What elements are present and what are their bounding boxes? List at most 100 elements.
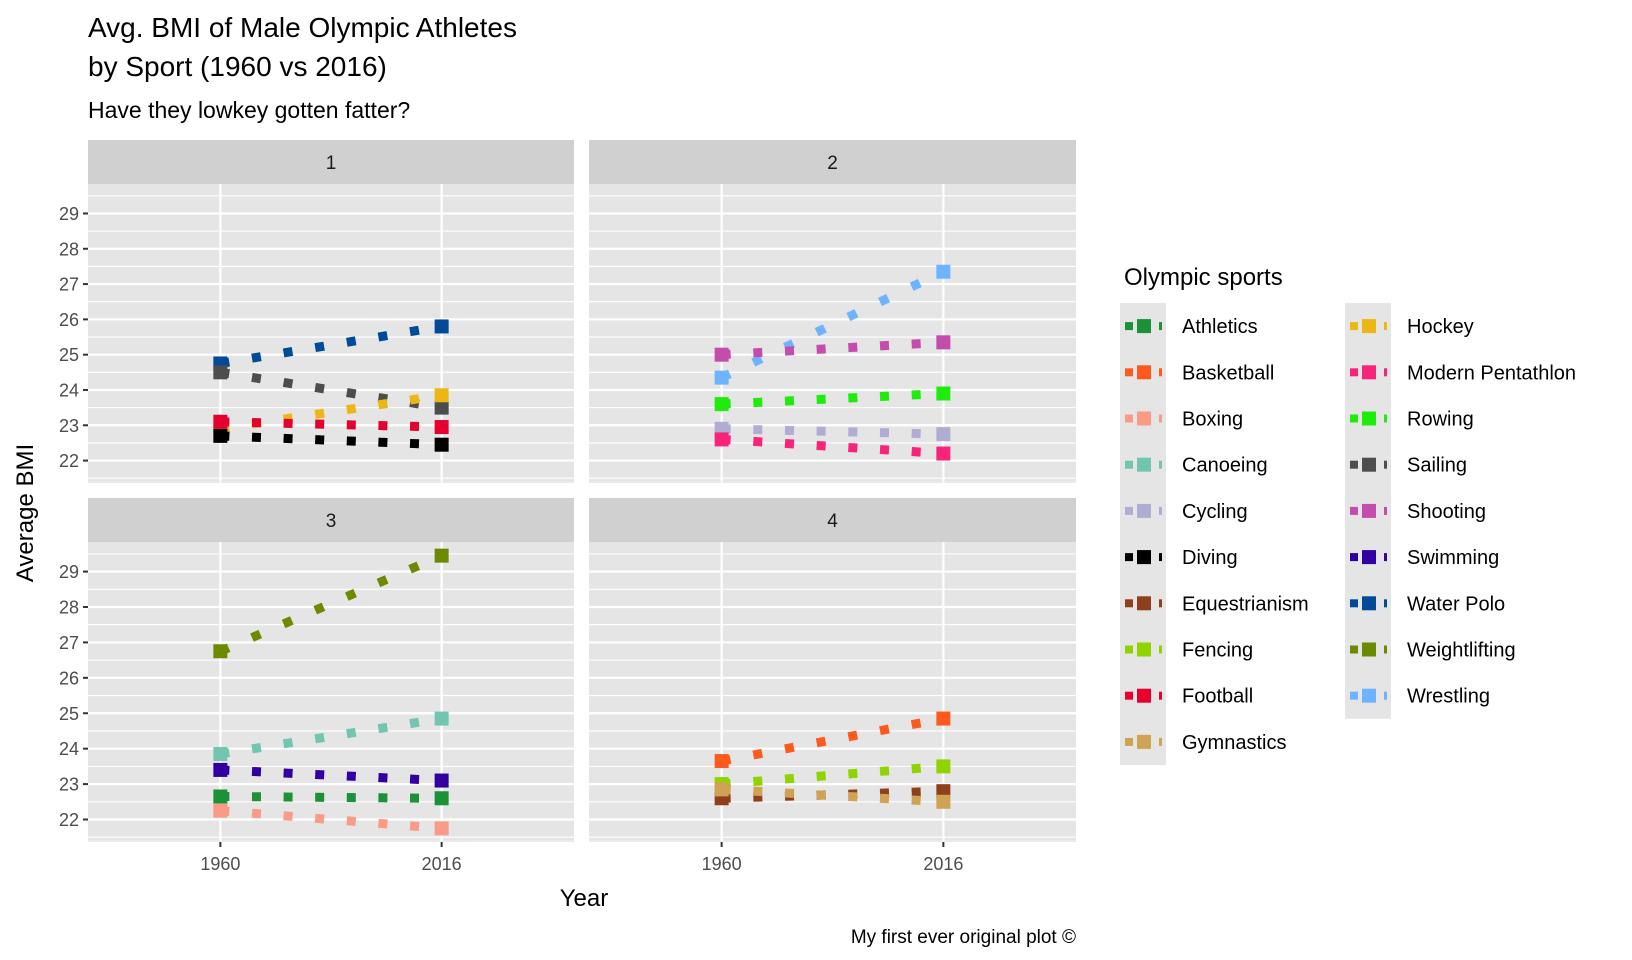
legend-key-line (1159, 460, 1162, 469)
data-point (714, 432, 729, 447)
legend-key-square (1137, 319, 1151, 334)
legend-item: Equestrianism (1125, 593, 1309, 615)
series-line (719, 267, 946, 382)
legend-key-line (1159, 414, 1162, 423)
series-water-polo (213, 319, 449, 371)
facet-strip (88, 498, 574, 542)
legend-key-square (1137, 734, 1151, 749)
y-tick-label: 28 (59, 597, 79, 617)
facet-strip-label: 1 (326, 153, 337, 174)
legend-key-line (1159, 553, 1162, 562)
legend-key-small-square (1350, 599, 1358, 608)
legend-item: Football (1125, 686, 1253, 708)
legend-label: Football (1182, 686, 1253, 708)
legend-label: Cycling (1182, 501, 1248, 523)
data-point (434, 400, 449, 415)
data-point (213, 803, 228, 818)
legend-label: Diving (1182, 547, 1238, 569)
legend-key-small-square (1350, 368, 1358, 377)
y-tick-label: 23 (59, 775, 79, 795)
legend-key-square (1362, 688, 1376, 703)
y-tick-label: 27 (59, 275, 79, 295)
series-line (220, 806, 442, 833)
series-weightlifting (213, 548, 449, 659)
legend-label: Rowing (1407, 409, 1474, 431)
legend-label: Swimming (1407, 547, 1499, 569)
data-point (936, 711, 951, 726)
legend-key-small-square (1350, 553, 1358, 562)
panel-background (589, 542, 1076, 842)
x-tick-label: 1960 (702, 854, 742, 874)
legend-label: Gymnastics (1182, 732, 1286, 754)
legend-key-square (1137, 688, 1151, 703)
series-canoeing (213, 711, 449, 761)
series-line (721, 784, 944, 807)
series-line (219, 322, 443, 368)
legend-item: Water Polo (1350, 593, 1505, 615)
y-tick-label: 23 (59, 416, 79, 436)
legend-label: Wrestling (1407, 686, 1490, 708)
legend-key-square (1362, 503, 1376, 518)
legend-key-small-square (1350, 322, 1358, 331)
legend-key-small-square (1125, 322, 1133, 331)
legend-key-line (1384, 691, 1387, 700)
chart-subtitle: Have they lowkey gotten fatter? (88, 97, 410, 123)
y-tick-label: 22 (59, 451, 79, 471)
legend-key-line (1384, 368, 1387, 377)
facet-panel-2: 2 (589, 140, 1076, 483)
legend-item: Swimming (1350, 547, 1499, 569)
legend-key-line (1384, 322, 1387, 331)
legend-key-small-square (1125, 599, 1133, 608)
legend-key-small-square (1125, 506, 1133, 515)
series-basketball (714, 711, 951, 769)
legend-key-square (1137, 596, 1151, 611)
legend-key-small-square (1350, 460, 1358, 469)
legend-key-line (1384, 645, 1387, 654)
legend-item: Wrestling (1350, 686, 1490, 708)
facet-panel-4: 4 1960 2016 (589, 498, 1076, 874)
legend-item: Rowing (1350, 409, 1474, 431)
legend-item: Shooting (1350, 501, 1486, 523)
legend-label: Canoeing (1182, 455, 1268, 477)
chart-title-line-2: by Sport (1960 vs 2016) (88, 51, 387, 82)
data-point (936, 794, 951, 809)
legend-item: Sailing (1350, 455, 1467, 477)
facet-panel-1: 1 22 23 24 25 26 27 28 29 (59, 140, 574, 483)
series-line (721, 389, 944, 409)
facet-strip (88, 140, 574, 184)
x-axis-title: Year (560, 885, 609, 912)
legend-key-small-square (1350, 691, 1358, 700)
legend-key-line (1159, 599, 1162, 608)
legend-item: Modern Pentathlon (1350, 362, 1576, 384)
data-point (434, 791, 449, 806)
legend-item: Weightlifting (1350, 640, 1516, 662)
data-point (936, 335, 951, 350)
legend-item: Basketball (1125, 362, 1274, 384)
data-point (936, 759, 951, 774)
data-point (714, 421, 729, 436)
legend-item: Athletics (1125, 316, 1258, 338)
y-tick-label: 22 (59, 810, 79, 830)
legend-item: Gymnastics (1125, 732, 1286, 754)
data-point (936, 446, 951, 461)
y-tick-label: 24 (59, 380, 79, 400)
facet-strip-label: 2 (827, 153, 838, 174)
data-point (714, 347, 729, 362)
panel-background (88, 184, 574, 483)
legend-title: Olympic sports (1124, 264, 1283, 291)
data-point (936, 784, 951, 799)
legend-label: Basketball (1182, 362, 1274, 384)
legend-item: Cycling (1125, 501, 1248, 523)
facet-strip-label: 4 (827, 511, 838, 532)
legend-key-line (1384, 506, 1387, 515)
legend-label: Weightlifting (1407, 640, 1516, 662)
facet-strip (589, 498, 1076, 542)
legend: Athletics Basketball Boxing Canoeing Cycling… (1120, 303, 1576, 765)
series-line (219, 367, 443, 413)
series-modern-pentathlon (714, 432, 951, 461)
legend-item: Diving (1125, 547, 1238, 569)
legend-label: Modern Pentathlon (1407, 362, 1576, 384)
data-point (213, 746, 228, 761)
chart-title-line-1: Avg. BMI of Male Olympic Athletes (88, 12, 517, 43)
legend-key-square (1137, 550, 1151, 565)
